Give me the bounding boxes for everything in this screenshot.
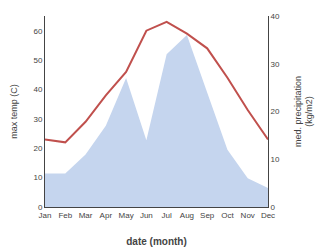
svg-text:30: 30 <box>33 115 42 124</box>
svg-text:Jan: Jan <box>39 211 52 220</box>
svg-text:Jul: Jul <box>162 211 172 220</box>
svg-text:Mar: Mar <box>79 211 93 220</box>
svg-text:Apr: Apr <box>100 211 113 220</box>
svg-text:Oct: Oct <box>221 211 234 220</box>
svg-text:max temp (C): max temp (C) <box>9 84 19 139</box>
svg-text:40: 40 <box>271 12 280 21</box>
svg-text:date (month): date (month) <box>126 236 187 247</box>
svg-text:0: 0 <box>271 203 276 212</box>
svg-text:0: 0 <box>38 203 43 212</box>
svg-text:med. precipitation(kg/m2): med. precipitation(kg/m2) <box>293 76 315 147</box>
svg-text:Aug: Aug <box>180 211 194 220</box>
svg-text:60: 60 <box>33 26 42 35</box>
svg-text:Nov: Nov <box>241 211 255 220</box>
svg-text:40: 40 <box>33 85 42 94</box>
svg-text:Dec: Dec <box>261 211 275 220</box>
svg-text:10: 10 <box>271 155 280 164</box>
svg-text:20: 20 <box>271 107 280 116</box>
svg-text:10: 10 <box>33 173 42 182</box>
svg-text:30: 30 <box>271 60 280 69</box>
svg-text:20: 20 <box>33 144 42 153</box>
svg-text:Feb: Feb <box>58 211 72 220</box>
svg-text:May: May <box>119 211 134 220</box>
svg-text:50: 50 <box>33 56 42 65</box>
svg-text:Jun: Jun <box>140 211 153 220</box>
svg-text:Sep: Sep <box>200 211 215 220</box>
